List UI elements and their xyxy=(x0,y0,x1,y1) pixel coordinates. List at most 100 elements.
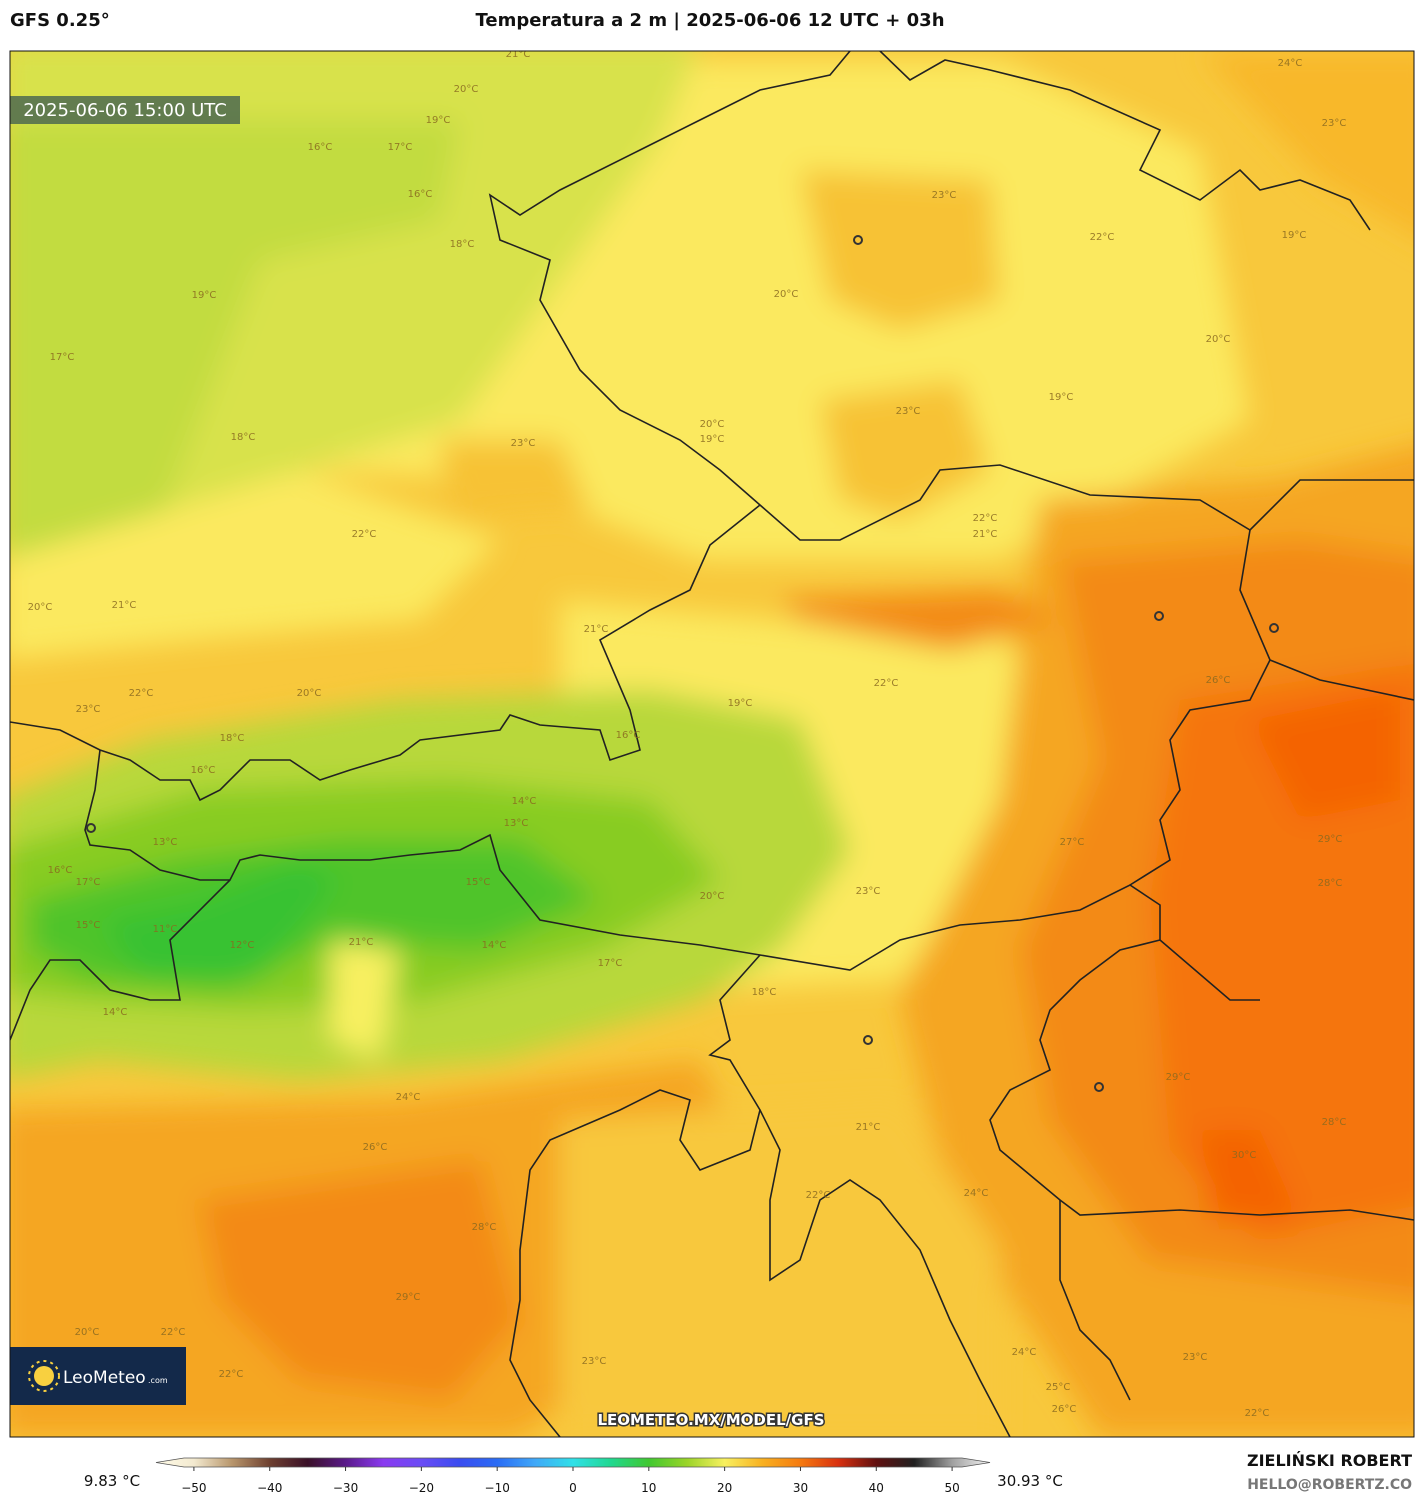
contour-label: 23°C xyxy=(511,438,536,449)
contour-label: 25°C xyxy=(1046,1382,1071,1393)
temperature-field xyxy=(10,51,1414,1437)
border xyxy=(879,51,1371,231)
contour-label: 17°C xyxy=(50,352,75,363)
contour-label: 12°C xyxy=(230,940,255,951)
contour-label: 22°C xyxy=(806,1190,831,1201)
colorbar-tick-label: −50 xyxy=(181,1481,206,1495)
contour-label: 23°C xyxy=(76,704,101,715)
contour-label: 19°C xyxy=(426,115,451,126)
colorbar-tick-label: 10 xyxy=(641,1481,656,1495)
contour-label: 19°C xyxy=(1282,230,1307,241)
contour-label: 21°C xyxy=(112,600,137,611)
contour-label: 27°C xyxy=(1060,837,1085,848)
author: ZIELIŃSKI ROBERT xyxy=(1247,1451,1412,1470)
map-frame xyxy=(9,50,1415,1438)
contour-label: 23°C xyxy=(856,886,881,897)
contour-label: 14°C xyxy=(103,1007,128,1018)
contour-label: 23°C xyxy=(582,1356,607,1367)
contour-label: 16°C xyxy=(48,865,73,876)
email: HELLO@ROBERTZ.CO xyxy=(1247,1477,1412,1493)
city xyxy=(1154,611,1164,621)
border xyxy=(488,51,1414,541)
colorbar-tick-label: 20 xyxy=(717,1481,732,1495)
colorbar-tick-label: 50 xyxy=(944,1481,959,1495)
border xyxy=(10,504,761,802)
contour-label: 20°C xyxy=(700,419,725,430)
field xyxy=(10,470,500,659)
contour-label: 22°C xyxy=(219,1369,244,1380)
colorbar: −50 −40 −30 −20 −10 0 10 20 30 40 50 xyxy=(155,1457,991,1495)
contour-label: 24°C xyxy=(396,1092,421,1103)
contour-label: 26°C xyxy=(1052,1404,1077,1415)
contour-label: 23°C xyxy=(932,190,957,201)
contour-label: 17°C xyxy=(388,142,413,153)
colorbar-tick-label: 0 xyxy=(569,1481,577,1495)
contour-label: 14°C xyxy=(512,796,537,807)
contour-label: 30°C xyxy=(1232,1150,1257,1161)
contour-label: 29°C xyxy=(1166,1072,1191,1083)
contour-label: 22°C xyxy=(352,529,377,540)
border xyxy=(1059,1200,1131,1401)
colorbar-tick-label: −10 xyxy=(485,1481,510,1495)
field xyxy=(780,590,1060,650)
colorbar-tick-label: −40 xyxy=(257,1481,282,1495)
contour-label: 17°C xyxy=(598,958,623,969)
min-value: 9.83 °C xyxy=(84,1472,140,1490)
contour-label: 19°C xyxy=(700,434,725,445)
border xyxy=(989,939,1414,1221)
contour-label: 16°C xyxy=(308,142,333,153)
border xyxy=(10,879,231,1041)
map: 21°C20°C19°C16°C 17°C16°C18°C19°C17°C18°C… xyxy=(10,49,1414,1437)
contour-label: 23°C xyxy=(896,406,921,417)
contour-label: 16°C xyxy=(616,730,641,741)
contour-label: 26°C xyxy=(363,1142,388,1153)
colorbar-tick-label: 30 xyxy=(793,1481,808,1495)
contour-label: 22°C xyxy=(1245,1408,1270,1419)
contour-label: 18°C xyxy=(450,239,475,250)
contour-label: 14°C xyxy=(482,940,507,951)
contour-label: 19°C xyxy=(192,290,217,301)
contour-label: 17°C xyxy=(76,877,101,888)
field xyxy=(330,940,400,1060)
contour-labels: 21°C20°C19°C16°C 17°C16°C18°C19°C17°C18°C… xyxy=(28,49,1347,1419)
contour-label: 28°C xyxy=(472,1222,497,1233)
contour-label: 21°C xyxy=(506,49,531,60)
contour-label: 18°C xyxy=(220,733,245,744)
contour-label: 21°C xyxy=(584,624,609,635)
border xyxy=(84,749,1260,1001)
contour-label: 13°C xyxy=(153,837,178,848)
contour-label: 15°C xyxy=(466,877,491,888)
contour-label: 23°C xyxy=(1322,118,1347,129)
logo-name: LeoMeteo xyxy=(63,1368,146,1388)
city xyxy=(1094,1082,1104,1092)
contour-label: 22°C xyxy=(1090,232,1115,243)
contour-label: 20°C xyxy=(297,688,322,699)
contour-label: 18°C xyxy=(752,987,777,998)
contour-label: 28°C xyxy=(1318,878,1343,889)
contour-label: 21°C xyxy=(349,937,374,948)
border xyxy=(1129,659,1271,886)
field xyxy=(200,1160,520,1400)
contour-label: 16°C xyxy=(191,765,216,776)
coastline xyxy=(759,1109,1011,1437)
watermark: LEOMETEO.MX/MODEL/GFS xyxy=(597,1411,824,1429)
model-name: GFS 0.25° xyxy=(10,10,110,31)
contour-label: 23°C xyxy=(1183,1352,1208,1363)
contour-label: 20°C xyxy=(28,602,53,613)
contour-label: 11°C xyxy=(153,924,178,935)
contour-label: 21°C xyxy=(973,529,998,540)
max-value: 30.93 °C xyxy=(997,1472,1063,1490)
logo-rays xyxy=(28,1360,60,1392)
field xyxy=(1250,690,1400,820)
contour-label: 18°C xyxy=(231,432,256,443)
contour-label: 26°C xyxy=(1206,675,1231,686)
field xyxy=(560,1100,1000,1437)
borders xyxy=(10,51,1414,1437)
contour-label: 22°C xyxy=(161,1327,186,1338)
logo-sun xyxy=(34,1366,54,1386)
contour-label: 20°C xyxy=(454,84,479,95)
colorbar-tick-label: −20 xyxy=(409,1481,434,1495)
city xyxy=(863,1035,873,1045)
field xyxy=(800,170,1000,330)
